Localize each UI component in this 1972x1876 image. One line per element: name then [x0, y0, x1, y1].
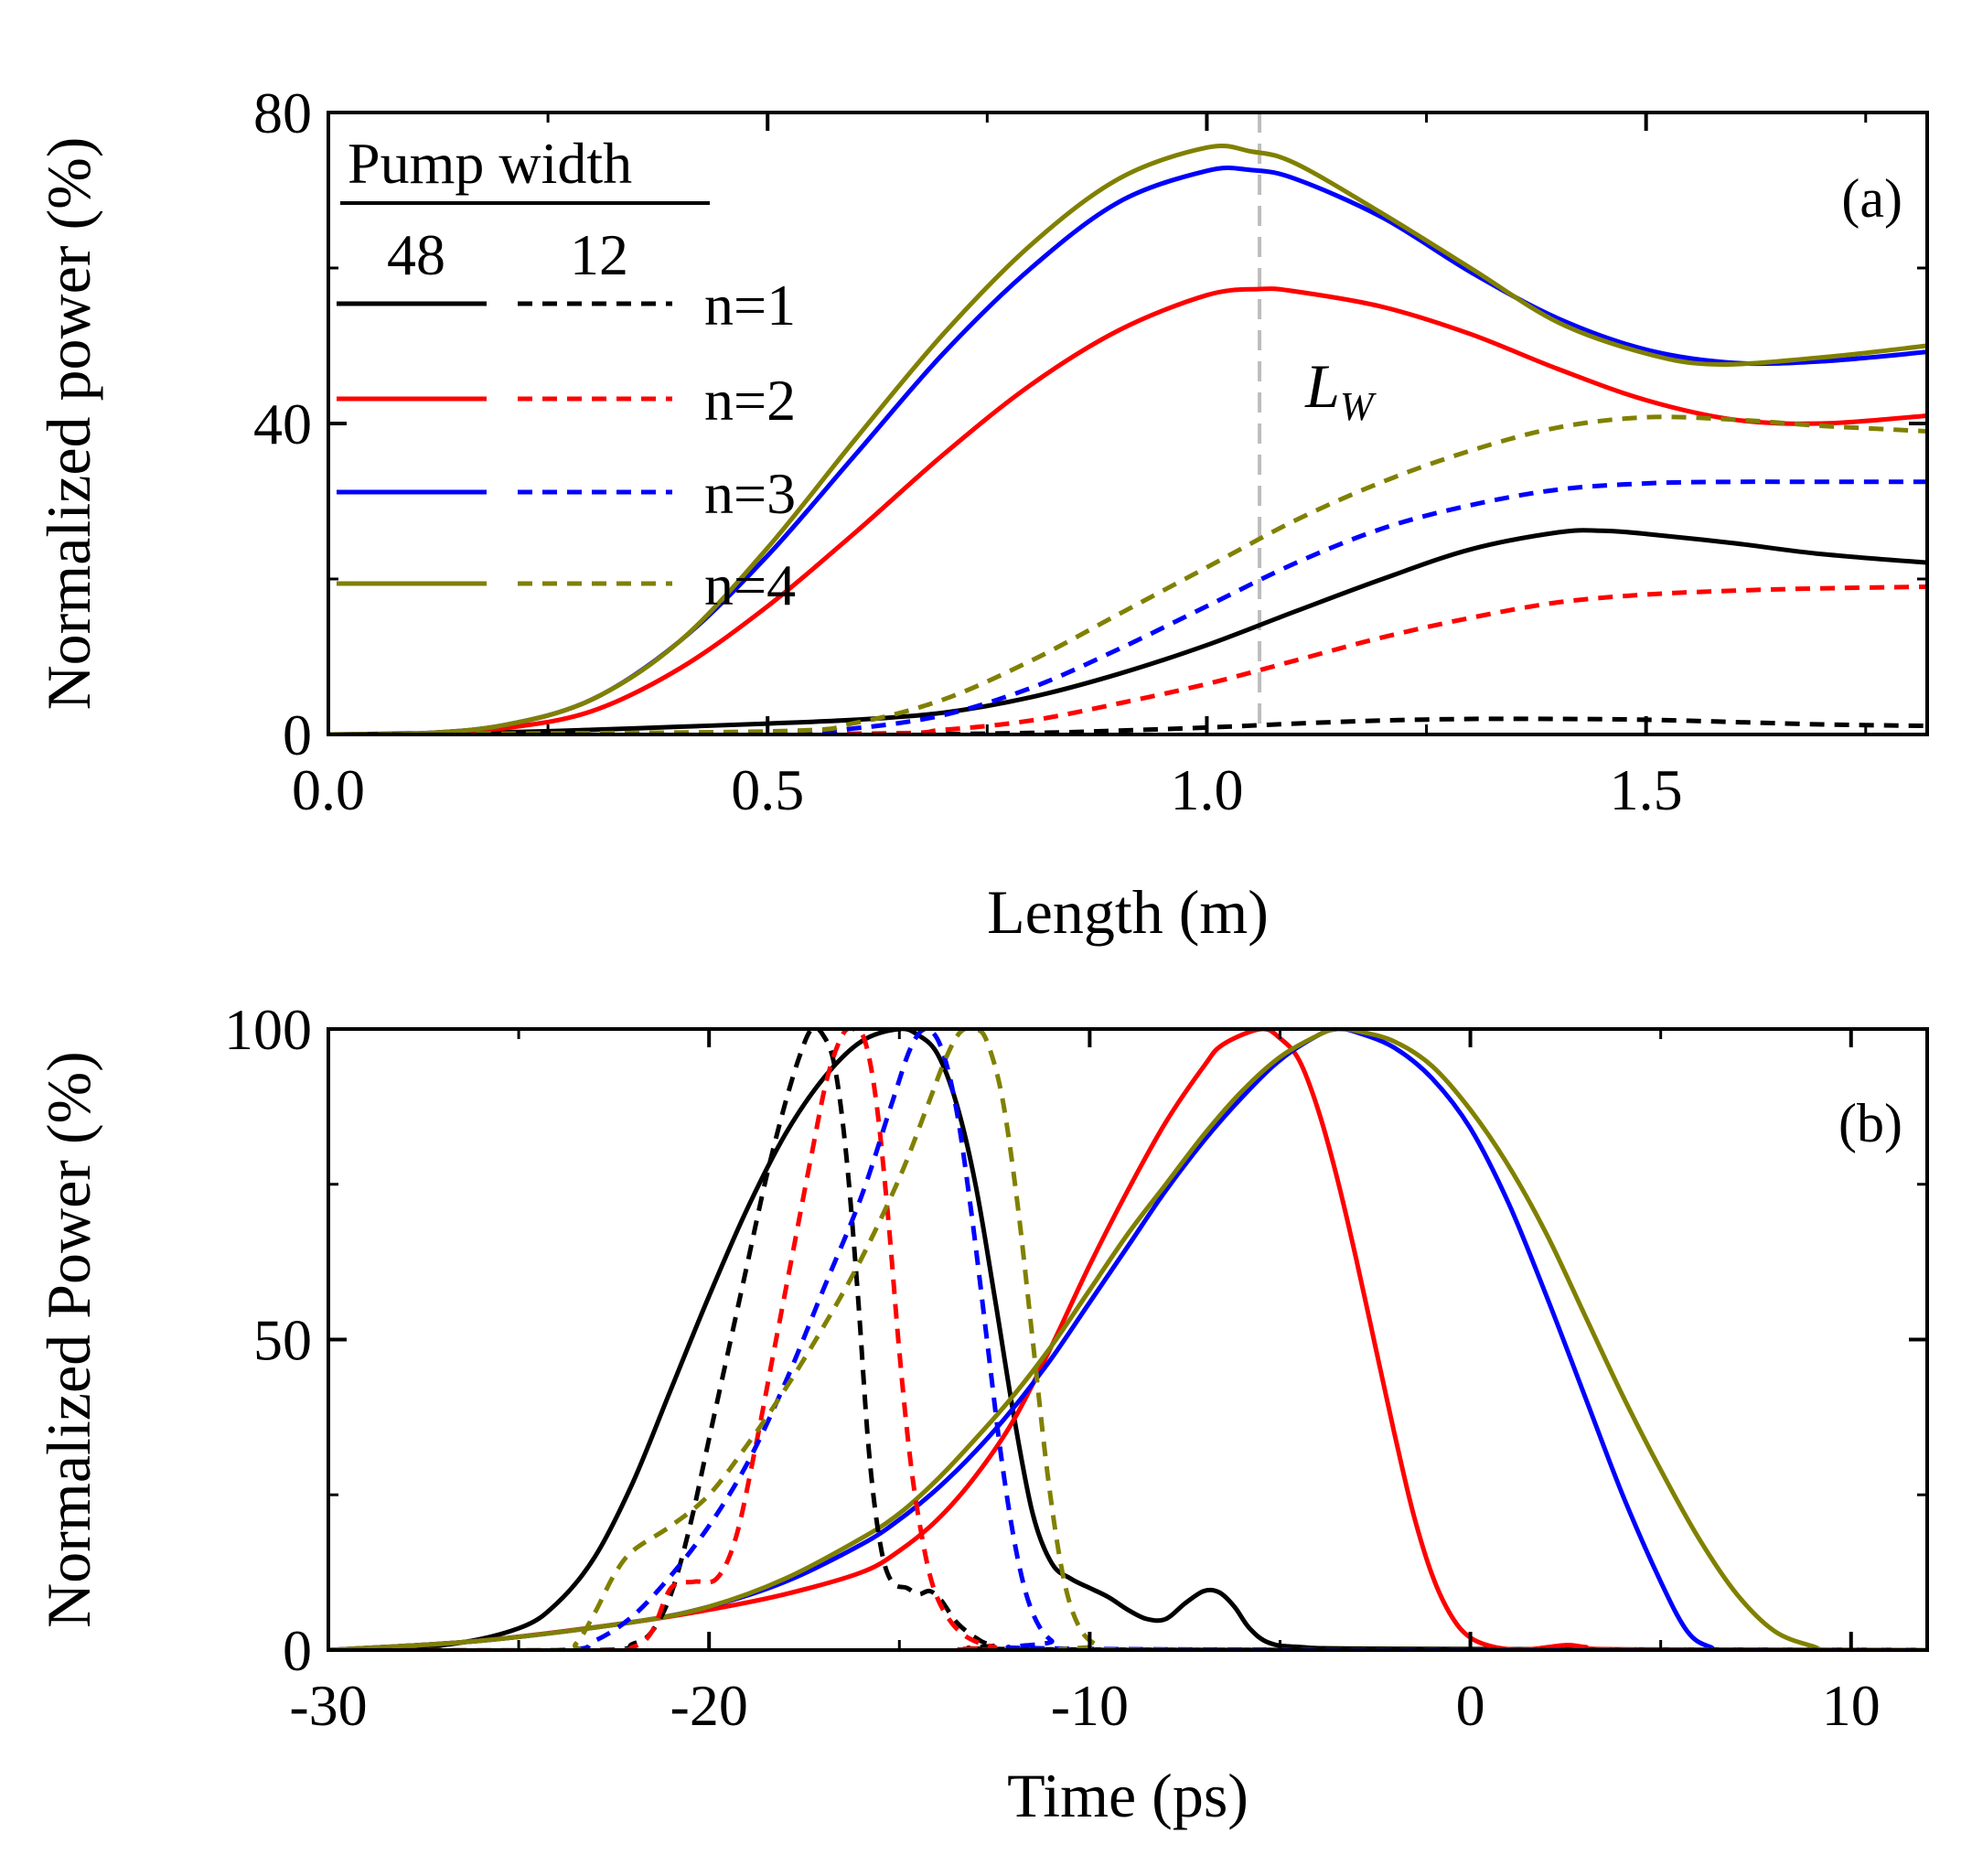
legend-col-48: 48	[387, 222, 445, 287]
y-tick-label: 50	[253, 1308, 312, 1373]
series-line-n-1-48	[328, 528, 1927, 734]
x-axis-title: Length (m)	[987, 877, 1269, 947]
x-tick-label: 0	[1456, 1673, 1485, 1738]
x-axis-title: Time (ps)	[1007, 1761, 1249, 1830]
series-line-n-2-48	[328, 286, 1927, 734]
panel-label: (a)	[1841, 168, 1902, 229]
x-tick-label: 10	[1822, 1673, 1881, 1738]
y-axis-title: Normalized power (%)	[34, 137, 103, 711]
legend-col-12: 12	[570, 222, 628, 287]
x-tick-label: -20	[670, 1673, 748, 1738]
legend-label-n2: n=2	[704, 368, 796, 433]
x-tick-label: 1.5	[1610, 757, 1683, 822]
legend-label-n4: n=4	[704, 552, 796, 617]
series-line-n-1-12	[328, 1029, 1927, 1650]
series-line-n-4-48	[328, 1029, 1927, 1650]
series-group	[328, 1029, 1927, 1650]
legend: Pump width 48 12 n=1 n=2 n=3 n=4	[337, 131, 796, 617]
series-line-n-4-12	[328, 414, 1927, 734]
y-tick-label: 100	[224, 997, 312, 1062]
plot-frame	[327, 111, 1929, 736]
series-line-n-1-48	[328, 1029, 1927, 1650]
x-tick-label: -10	[1051, 1673, 1129, 1738]
series-line-n-3-12	[328, 1029, 1927, 1650]
legend-label-n1: n=1	[704, 273, 796, 338]
y-tick-label: 80	[253, 80, 312, 145]
series-line-n-2-12	[328, 1029, 1927, 1650]
legend-label-n3: n=3	[704, 461, 796, 526]
series-line-n-3-12	[328, 479, 1927, 734]
y-axis-title: Normalized Power (%)	[34, 1051, 103, 1628]
legend-title: Pump width	[348, 131, 632, 196]
y-tick-label: 40	[253, 391, 312, 456]
lw-annotation-label: LW	[1304, 351, 1377, 429]
series-group	[328, 143, 1927, 734]
chart-a: 0.0 0.5 1.0 1.5 0 40 80 Length (m) Normalized po…	[34, 80, 1929, 947]
y-tick-label: 0	[283, 702, 312, 767]
x-tick-label: 0.0	[292, 757, 365, 822]
series-line-n-3-48	[328, 1029, 1927, 1650]
panel-label: (b)	[1838, 1093, 1902, 1153]
series-line-n-4-48	[328, 143, 1927, 734]
x-tick-label: -30	[289, 1673, 367, 1738]
series-line-n-4-12	[328, 1029, 1927, 1650]
x-tick-label: 0.5	[731, 757, 804, 822]
series-line-n-2-48	[328, 1029, 1927, 1650]
series-line-n-3-48	[328, 166, 1927, 734]
y-tick-label: 0	[283, 1618, 312, 1683]
x-tick-label: 1.0	[1170, 757, 1243, 822]
plot-frame	[327, 1027, 1929, 1652]
